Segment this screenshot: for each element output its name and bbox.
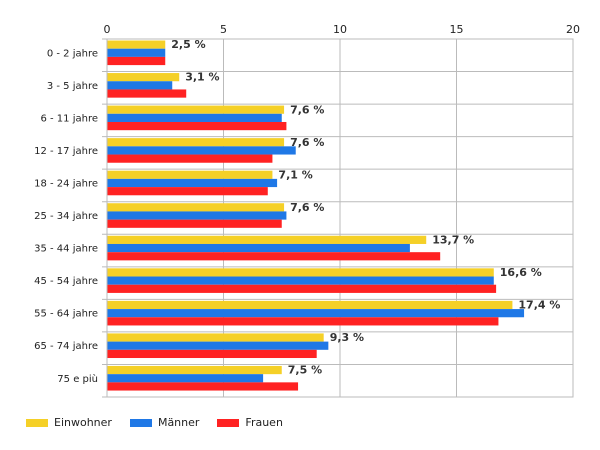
plot-frame bbox=[106, 38, 574, 398]
data-label: 3,1 % bbox=[185, 71, 219, 84]
bar bbox=[107, 252, 441, 261]
category-label: 3 - 5 jahre bbox=[47, 81, 98, 92]
category-label: 0 - 2 jahre bbox=[47, 48, 98, 59]
category-label: 75 e più bbox=[57, 373, 98, 385]
bar bbox=[107, 203, 285, 212]
category-label: 45 - 54 jahre bbox=[34, 276, 98, 287]
category-label: 25 - 34 jahre bbox=[34, 211, 98, 222]
bar bbox=[107, 309, 525, 318]
bars bbox=[107, 40, 525, 391]
bar bbox=[107, 349, 317, 359]
data-label: 7,6 % bbox=[290, 103, 324, 116]
bar bbox=[107, 374, 264, 383]
legend: Einwohner Männer Frauen bbox=[26, 416, 283, 429]
bar bbox=[107, 243, 410, 253]
bar bbox=[107, 317, 499, 326]
bar bbox=[107, 48, 166, 57]
legend-item-maenner: Männer bbox=[129, 416, 200, 429]
bar bbox=[107, 341, 329, 350]
legend-label-maenner: Männer bbox=[157, 416, 200, 429]
x-axis-ticks: 0 5 10 15 20 bbox=[104, 23, 581, 36]
data-label: 7,6 % bbox=[290, 201, 324, 214]
bar bbox=[107, 219, 282, 228]
data-label: 16,6 % bbox=[500, 266, 542, 279]
legend-item-frauen: Frauen bbox=[217, 416, 283, 429]
bar bbox=[107, 333, 324, 342]
bar bbox=[107, 154, 273, 163]
bar bbox=[107, 382, 299, 391]
x-tick-label: 5 bbox=[220, 23, 227, 36]
data-label: 7,1 % bbox=[278, 168, 312, 181]
x-tick-label: 0 bbox=[104, 23, 111, 36]
data-label: 2,5 % bbox=[171, 38, 205, 51]
bar bbox=[107, 40, 166, 49]
legend-swatch-frauen bbox=[217, 418, 240, 427]
x-tick-label: 10 bbox=[333, 23, 347, 36]
category-labels: 0 - 2 jahre 3 - 5 jahre 6 - 11 jahre 12 - 1… bbox=[34, 48, 98, 384]
legend-swatch-einwohner bbox=[26, 418, 48, 427]
bar bbox=[107, 81, 173, 90]
bar bbox=[107, 365, 282, 375]
category-label: 18 - 24 jahre bbox=[34, 178, 98, 189]
data-label: 9,3 % bbox=[330, 331, 364, 344]
bar bbox=[107, 105, 285, 114]
bar bbox=[107, 146, 296, 155]
x-tick-label: 20 bbox=[566, 23, 580, 36]
legend-swatch-maenner bbox=[129, 418, 152, 427]
bar bbox=[107, 276, 494, 285]
data-label: 7,6 % bbox=[290, 136, 324, 149]
legend-label-frauen: Frauen bbox=[245, 416, 283, 429]
bar bbox=[107, 56, 166, 66]
data-label: 13,7 % bbox=[432, 233, 474, 246]
data-label: 17,4 % bbox=[518, 299, 560, 312]
bar bbox=[107, 113, 282, 122]
bar bbox=[107, 284, 497, 293]
bar bbox=[107, 300, 513, 310]
data-labels: 2,5 % 3,1 % 7,6 % 7,6 % 7,1 % 7,6 % 13,7 % 16,6… bbox=[171, 38, 560, 376]
bar bbox=[107, 178, 278, 188]
bar bbox=[107, 138, 285, 147]
category-label: 12 - 17 jahre bbox=[34, 146, 98, 157]
category-label: 65 - 74 jahre bbox=[34, 341, 98, 352]
bar bbox=[107, 170, 273, 179]
legend-label-einwohner: Einwohner bbox=[54, 416, 112, 429]
category-label: 6 - 11 jahre bbox=[40, 113, 98, 124]
bar bbox=[107, 211, 287, 220]
bar bbox=[107, 187, 268, 196]
data-label: 7,5 % bbox=[288, 364, 322, 377]
legend-item-einwohner: Einwohner bbox=[26, 416, 112, 429]
category-label: 55 - 64 jahre bbox=[34, 309, 98, 320]
bar bbox=[107, 73, 180, 82]
category-label: 35 - 44 jahre bbox=[34, 244, 98, 255]
bar bbox=[107, 89, 187, 98]
bar bbox=[107, 268, 494, 277]
bar bbox=[107, 121, 287, 131]
x-tick-label: 15 bbox=[450, 23, 464, 36]
bar bbox=[107, 235, 427, 244]
